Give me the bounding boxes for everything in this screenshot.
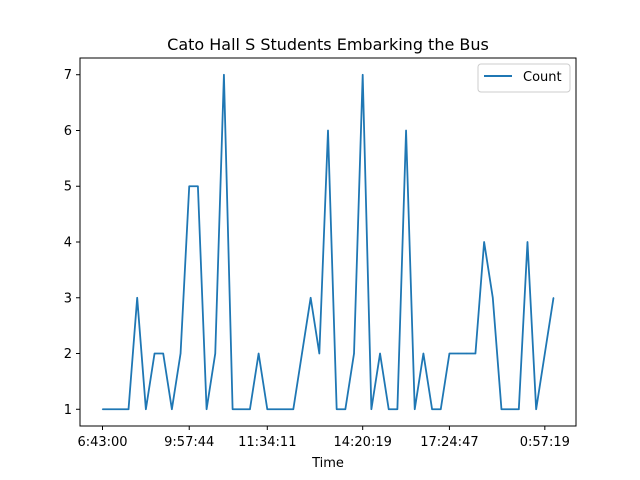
y-tick-label: 4 xyxy=(64,236,72,251)
data-point xyxy=(414,408,416,410)
y-tick-label: 1 xyxy=(64,403,72,418)
x-tick-label: 17:24:47 xyxy=(420,435,478,450)
data-point xyxy=(240,408,242,410)
data-point xyxy=(388,408,390,410)
data-point xyxy=(223,74,225,76)
data-point xyxy=(318,352,320,355)
data-point xyxy=(362,74,364,76)
x-tick-label: 11:34:11 xyxy=(238,435,296,450)
y-tick-label: 7 xyxy=(64,68,72,83)
data-point xyxy=(188,185,190,187)
data-point xyxy=(145,408,147,410)
data-point xyxy=(526,241,529,243)
data-point xyxy=(162,352,164,355)
data-point xyxy=(500,408,503,410)
y-tick-label: 2 xyxy=(64,347,72,362)
data-point xyxy=(179,352,182,355)
data-point xyxy=(232,408,234,410)
data-point xyxy=(266,408,268,410)
data-point xyxy=(327,129,329,132)
data-point xyxy=(379,352,381,355)
data-point xyxy=(448,352,451,355)
data-point xyxy=(119,408,121,410)
data-point xyxy=(422,352,424,355)
x-tick-label: 6:43:00 xyxy=(77,435,127,450)
data-point xyxy=(405,129,407,132)
data-point xyxy=(171,408,173,410)
chart-title: Cato Hall S Students Embarking the Bus xyxy=(167,35,489,54)
y-tick-label: 5 xyxy=(64,180,72,195)
data-point xyxy=(466,352,468,355)
data-point xyxy=(275,408,277,410)
plot-area: 1 2 3 4 5 6 7 6:43:00 9:57:44 11:34:11 14:20:19 17:… xyxy=(64,57,577,450)
data-point xyxy=(136,297,138,299)
data-point xyxy=(344,408,346,410)
data-point xyxy=(284,408,286,410)
data-point xyxy=(310,297,312,299)
data-point xyxy=(440,408,442,410)
data-point xyxy=(509,408,511,410)
x-tick-label: 0:57:19 xyxy=(520,435,570,450)
data-point xyxy=(153,352,156,355)
data-point xyxy=(101,408,104,410)
data-point xyxy=(544,352,546,355)
data-point xyxy=(205,408,208,410)
data-point xyxy=(301,352,303,355)
data-point xyxy=(431,408,433,410)
x-tick-label: 14:20:19 xyxy=(333,435,391,450)
y-tick-label: 6 xyxy=(64,124,72,139)
data-point xyxy=(396,408,398,410)
legend-label-count: Count xyxy=(523,70,562,85)
data-point xyxy=(292,408,294,410)
x-axis-label: Time xyxy=(311,456,344,471)
data-point xyxy=(336,408,338,410)
data-point xyxy=(197,185,199,187)
data-point xyxy=(552,297,555,299)
data-point xyxy=(518,408,520,410)
data-point xyxy=(492,297,494,299)
data-point xyxy=(483,241,485,243)
data-point xyxy=(370,408,372,410)
data-point xyxy=(249,408,251,410)
data-point xyxy=(110,408,112,410)
data-point xyxy=(535,408,537,410)
legend-box xyxy=(477,63,571,93)
data-point xyxy=(457,352,459,355)
data-point xyxy=(474,352,477,355)
data-point xyxy=(353,352,355,355)
x-tick-label: 9:57:44 xyxy=(164,435,214,450)
legend: Count xyxy=(477,63,571,93)
y-tick-label: 3 xyxy=(64,291,72,306)
data-point xyxy=(127,408,130,410)
data-point xyxy=(214,352,216,355)
data-point xyxy=(258,352,260,355)
